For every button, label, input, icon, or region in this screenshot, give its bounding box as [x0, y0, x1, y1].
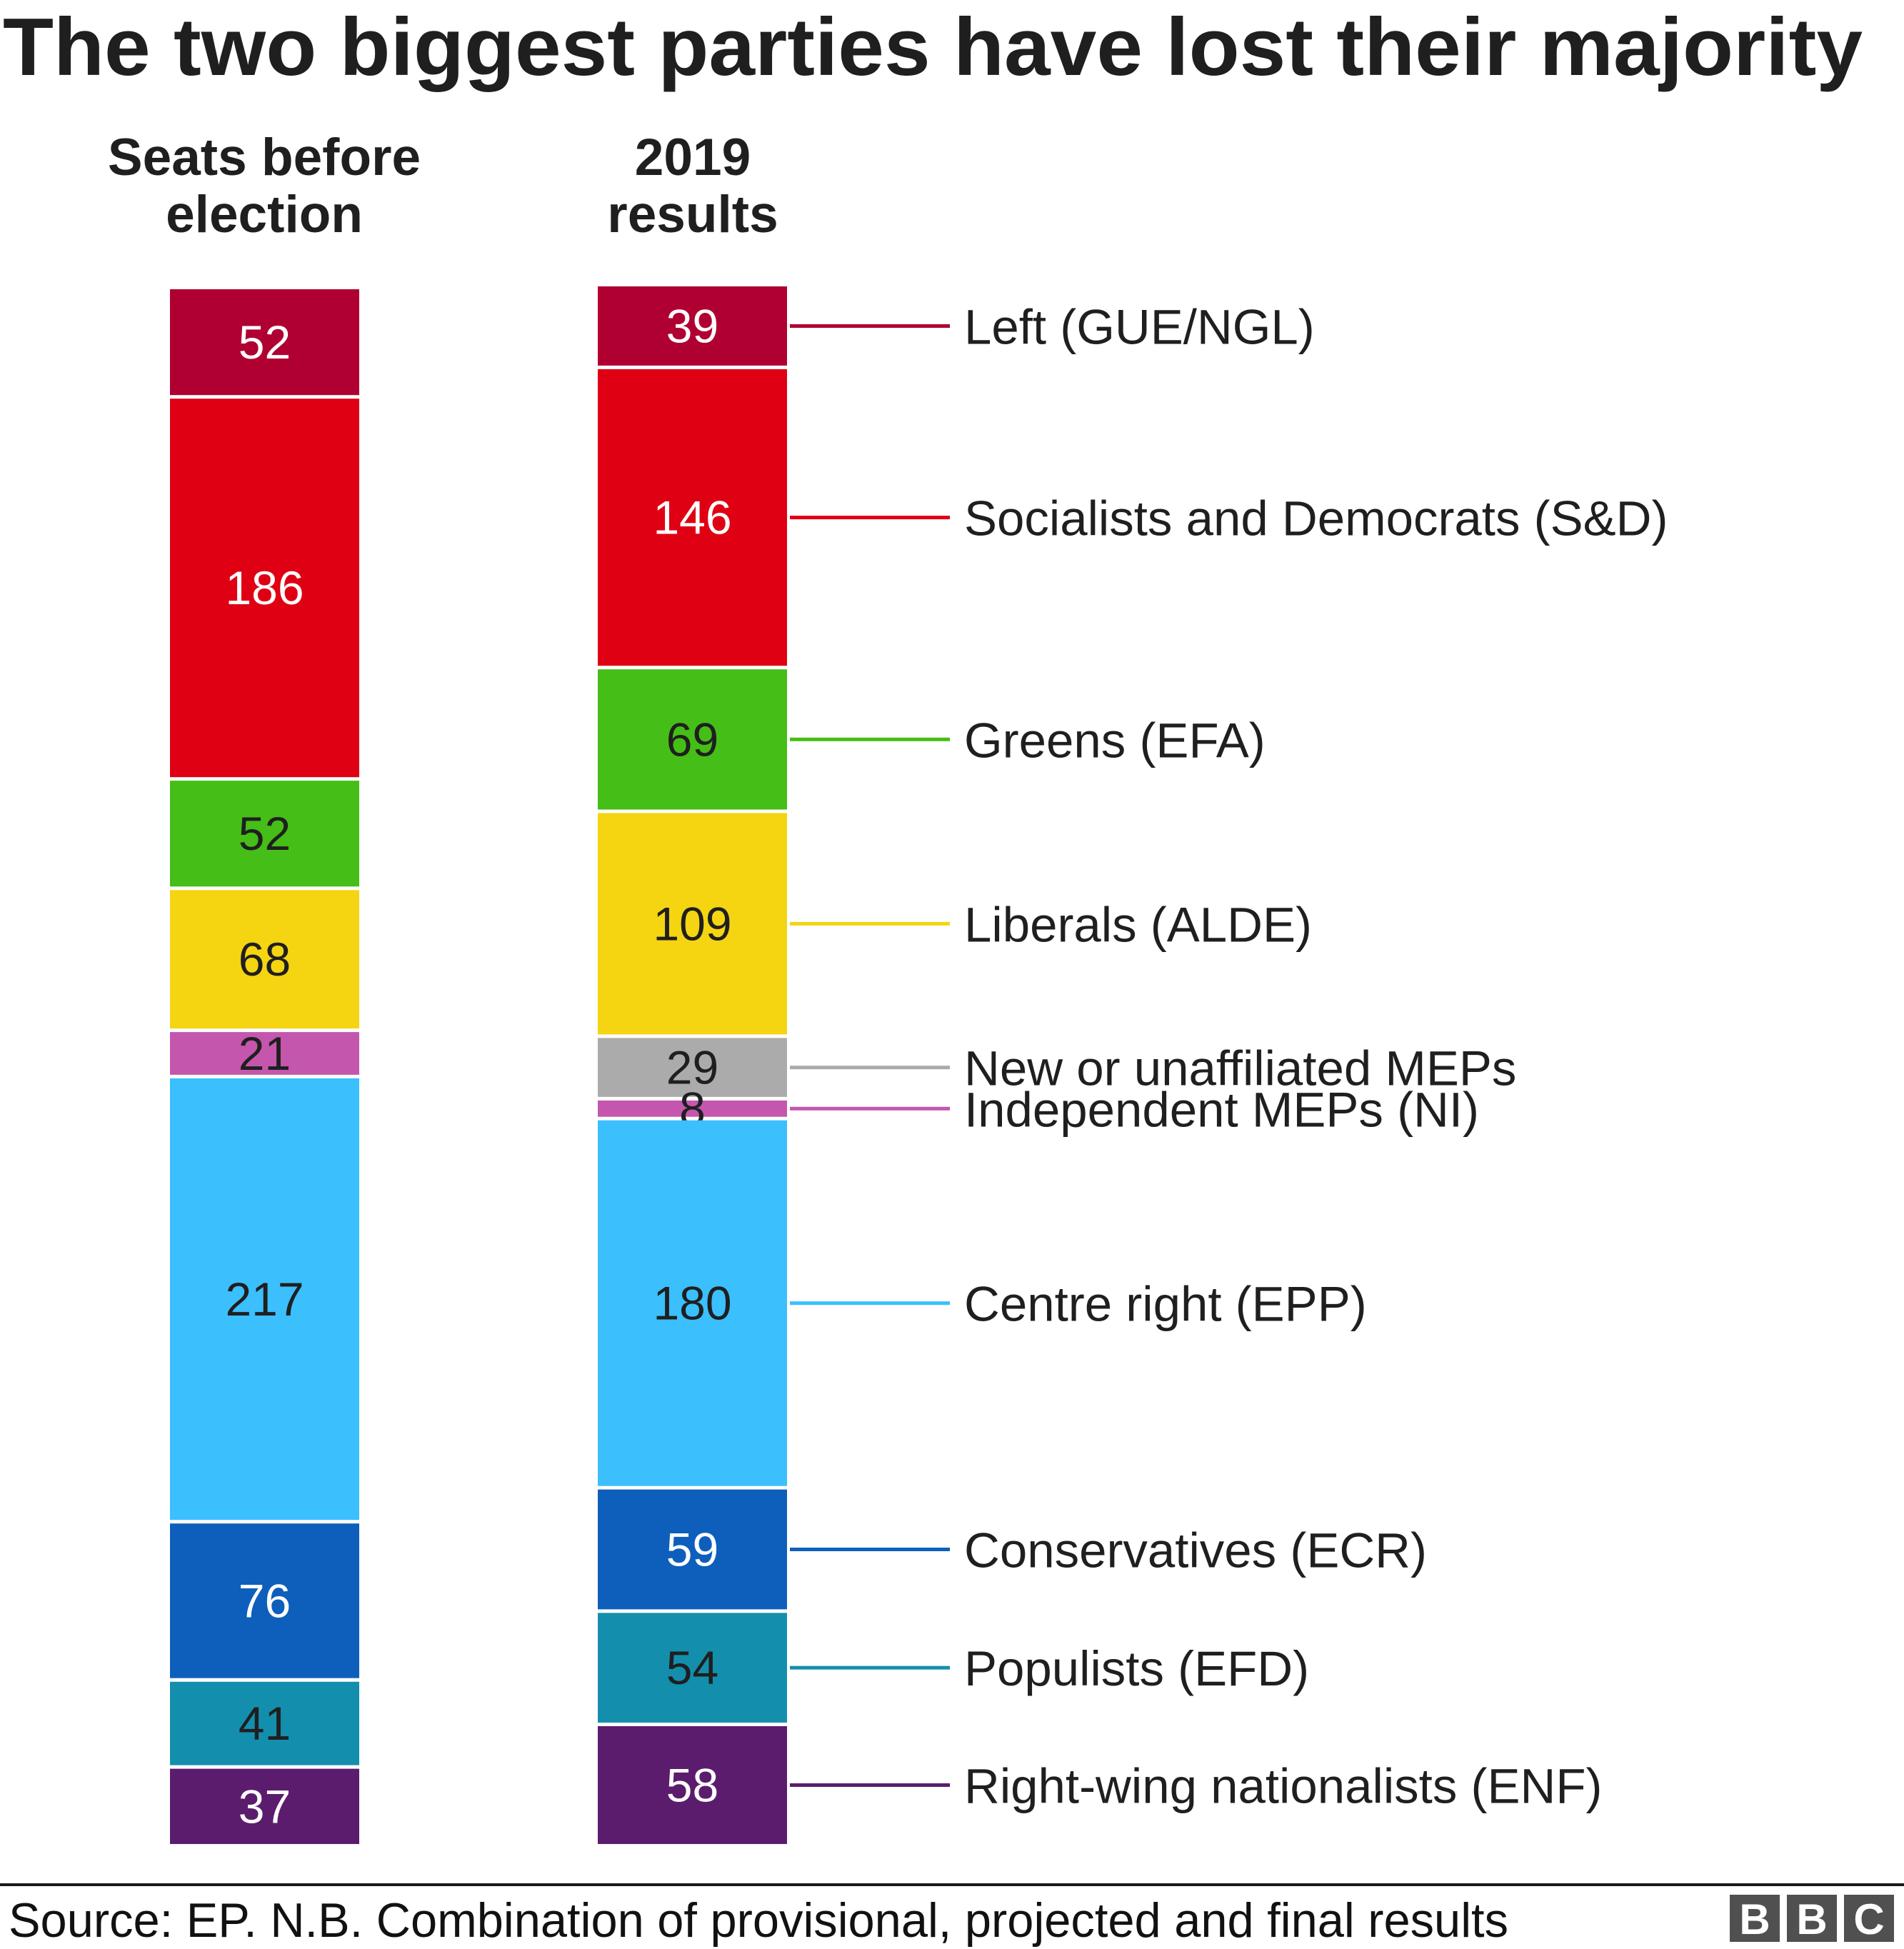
legend-label: New or unaffiliated MEPs — [964, 1041, 1516, 1096]
data-label: 68 — [239, 933, 291, 986]
bar-segment-socialists-and-democrats-s-d — [170, 399, 359, 778]
legend-connector-line — [790, 1665, 950, 1670]
bar-segment-independent-meps-ni — [170, 1032, 359, 1075]
bar-segment-conservatives-ecr — [598, 1489, 787, 1610]
footer-rule — [0, 1883, 1904, 1886]
legend-label: Conservatives (ECR) — [964, 1523, 1427, 1578]
source-note: Source: EP. N.B. Combination of provisio… — [9, 1893, 1508, 1948]
legend-item-socialists-and-democrats-s-d: Socialists and Democrats (S&D) — [790, 491, 1668, 546]
data-label: 41 — [239, 1697, 291, 1750]
bar-segment-independent-meps-ni — [598, 1100, 787, 1117]
legend-connector-line — [790, 1783, 950, 1787]
bbc-logo-letter: B — [1739, 1895, 1770, 1943]
bar-segment-greens-efa — [170, 781, 359, 887]
legend-label: Liberals (ALDE) — [964, 897, 1312, 952]
stacked-bars: 5218652682121776413739146691092981805954… — [170, 286, 787, 1844]
legend-item-left-gue-ngl: Left (GUE/NGL) — [790, 300, 1315, 355]
data-label: 54 — [666, 1641, 718, 1694]
bbc-logo-letter: B — [1796, 1895, 1827, 1943]
data-label: 59 — [666, 1523, 718, 1576]
legend-label: Socialists and Democrats (S&D) — [964, 491, 1668, 546]
bar-segment-liberals-alde — [170, 890, 359, 1029]
bar-seats-before-election: 52 186 52 68 21 217 76 41 37 — [170, 289, 359, 1844]
data-label: 52 — [239, 807, 291, 860]
column-header-before-line1: Seats before — [108, 129, 421, 186]
legend-item-liberals-alde: Liberals (ALDE) — [790, 897, 1312, 952]
data-label: 21 — [239, 1027, 291, 1080]
bar-segment-conservatives-ecr — [170, 1523, 359, 1678]
legend-connector-line — [790, 1066, 950, 1070]
chart-title: The two biggest parties have lost their … — [3, 2, 1863, 93]
data-label: 109 — [653, 897, 731, 950]
legend-item-right-wing-nationalists-enf: Right-wing nationalists (ENF) — [790, 1759, 1602, 1814]
legend-connector-line — [790, 516, 950, 520]
data-label: 39 — [666, 300, 718, 353]
legend-connector-line — [790, 737, 950, 741]
legend-label: Independent MEPs (NI) — [964, 1082, 1479, 1137]
column-headers: Seats before election 2019 results — [108, 129, 778, 244]
bar-segment-socialists-and-democrats-s-d — [598, 369, 787, 666]
legend-label: Greens (EFA) — [964, 713, 1266, 768]
data-label: 146 — [653, 491, 731, 544]
bar-segment-centre-right-epp — [170, 1078, 359, 1520]
bar-segment-greens-efa — [598, 669, 787, 810]
column-header-2019-line1: 2019 — [635, 129, 751, 186]
legend-label: Populists (EFD) — [964, 1641, 1309, 1696]
data-label: 186 — [225, 561, 304, 614]
bbc-logo-letter: C — [1853, 1895, 1884, 1943]
bar-segment-left-gue-ngl — [598, 286, 787, 366]
data-label: 52 — [239, 316, 291, 369]
legend: Left (GUE/NGL) Socialists and Democrats (… — [790, 300, 1668, 1814]
legend-connector-line — [790, 1548, 950, 1551]
data-label: 58 — [666, 1759, 718, 1812]
data-label: 29 — [666, 1041, 718, 1094]
legend-item-independent-meps-ni: Independent MEPs (NI) — [790, 1082, 1479, 1137]
legend-item-centre-right-epp: Centre right (EPP) — [790, 1277, 1367, 1332]
data-label: 69 — [666, 713, 718, 766]
bar-segment-right-wing-nationalists-enf — [170, 1768, 359, 1844]
legend-item-conservatives-ecr: Conservatives (ECR) — [790, 1523, 1427, 1578]
bar-segment-new-or-unaffiliated-meps — [598, 1038, 787, 1097]
column-header-before-line2: election — [166, 186, 363, 244]
bar-segment-right-wing-nationalists-enf — [598, 1726, 787, 1844]
footer: Source: EP. N.B. Combination of provisio… — [0, 1883, 1904, 1948]
legend-item-new-or-unaffiliated-meps: New or unaffiliated MEPs — [790, 1041, 1516, 1096]
bbc-logo-box — [1787, 1895, 1837, 1942]
legend-item-greens-efa: Greens (EFA) — [790, 713, 1266, 768]
bar-segment-left-gue-ngl — [170, 289, 359, 396]
bar-segment-centre-right-epp — [598, 1120, 787, 1486]
legend-connector-line — [790, 921, 950, 926]
legend-label: Centre right (EPP) — [964, 1277, 1367, 1332]
bar-segment-liberals-alde — [598, 813, 787, 1035]
bbc-logo-box — [1730, 1895, 1780, 1942]
legend-connector-line — [790, 1106, 950, 1111]
legend-connector-line — [790, 324, 950, 328]
legend-item-populists-efd: Populists (EFD) — [790, 1641, 1309, 1696]
data-label: 76 — [239, 1575, 291, 1628]
data-label: 217 — [225, 1273, 304, 1326]
bbc-logo-box — [1844, 1895, 1894, 1942]
data-label: 180 — [653, 1277, 731, 1330]
bar-segment-populists-efd — [598, 1613, 787, 1723]
legend-label: Right-wing nationalists (ENF) — [964, 1759, 1602, 1814]
column-header-2019-line2: results — [607, 186, 778, 244]
legend-connector-line — [790, 1301, 950, 1306]
data-label: 37 — [239, 1780, 291, 1833]
bar-segment-populists-efd — [170, 1681, 359, 1765]
legend-label: Left (GUE/NGL) — [964, 300, 1315, 355]
